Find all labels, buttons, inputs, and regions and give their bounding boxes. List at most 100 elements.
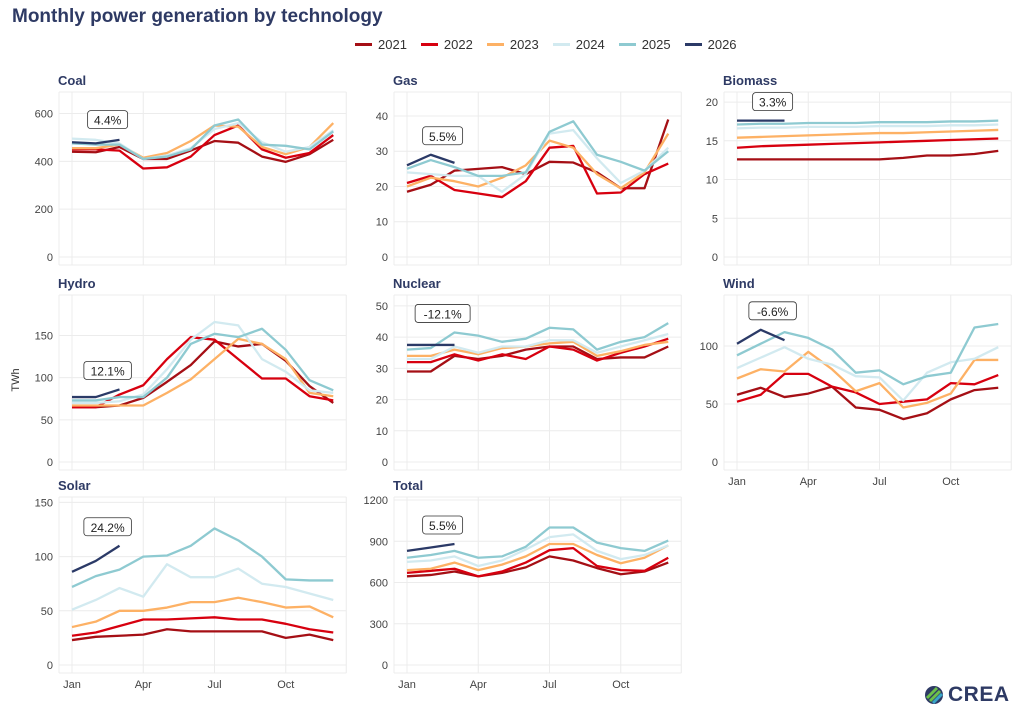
legend-item-2025: 2025: [618, 37, 671, 52]
series-line-2025: [72, 327, 334, 402]
legend-label: 2021: [378, 37, 407, 52]
panel-title: Total: [393, 478, 423, 493]
series-line-2026: [71, 544, 121, 573]
annotation-label: 24.2%: [91, 521, 125, 535]
legend-label: 2023: [509, 37, 539, 52]
y-tick-label: 600: [370, 578, 388, 590]
panel-wind: 0 50 100 Jan Apr Jul Oct Wind-6.6%: [700, 276, 1012, 488]
series-line-2026: [406, 542, 455, 553]
series-line-2021: [406, 555, 669, 578]
series-line-2025: [736, 322, 999, 386]
annotation-box: [422, 515, 464, 535]
legend-swatch: [355, 43, 372, 46]
annotation-box: [83, 361, 132, 380]
x-tick-label: Oct: [612, 679, 629, 691]
series-line-2025: [71, 527, 334, 589]
y-tick-label: 40: [376, 111, 388, 123]
series-line-2024: [71, 563, 334, 611]
y-tick-label: 0: [382, 252, 388, 264]
annotation-box: [87, 110, 129, 130]
x-tick-label: Apr: [135, 679, 152, 691]
y-tick-label: 200: [35, 204, 53, 216]
y-tick-label: 0: [47, 457, 53, 469]
y-tick-label: 150: [35, 497, 53, 509]
x-tick-label: Oct: [942, 476, 959, 488]
y-tick-label: 20: [706, 97, 718, 109]
series-line-2025: [406, 120, 669, 178]
series-line-2023: [71, 596, 334, 629]
legend-label: 2026: [707, 37, 737, 52]
series-line-2025: [71, 118, 334, 161]
series-line-2025: [736, 119, 999, 126]
series-line-2024: [406, 533, 669, 568]
x-tick-label: Oct: [277, 679, 294, 691]
legend: 2021 2022 2023 2024 2025 2026: [355, 37, 737, 52]
y-tick-label: 10: [376, 426, 388, 438]
series-line-2022: [71, 616, 334, 637]
annotation-label: -6.6%: [757, 305, 789, 319]
legend-swatch: [420, 43, 438, 46]
legend-item-2026: 2026: [684, 37, 737, 52]
x-tick-label: Apr: [800, 476, 817, 488]
y-tick-label: 50: [376, 301, 388, 313]
y-tick-label: 100: [35, 373, 53, 385]
series-line-2024: [407, 332, 669, 361]
legend-label: 2022: [443, 37, 473, 52]
legend-swatch: [618, 43, 636, 46]
series-line-2022: [407, 337, 669, 364]
panel-title: Coal: [58, 73, 86, 88]
y-tick-label: 0: [712, 252, 718, 264]
y-tick-label: 10: [706, 175, 718, 187]
x-tick-label: Jan: [728, 476, 746, 488]
y-tick-label: 30: [376, 363, 388, 375]
series-line-2021: [71, 628, 334, 642]
legend-item-2021: 2021: [355, 37, 407, 52]
panel-total: 0 300 600 900 1200 Jan Apr Jul Oct Total 5.5%: [364, 478, 682, 691]
y-tick-label: 600: [35, 109, 53, 121]
y-tick-label: 0: [47, 252, 53, 264]
legend-swatch: [684, 43, 702, 46]
series-line-2025: [406, 526, 669, 559]
legend-label: 2024: [575, 37, 605, 52]
y-tick-label: 50: [706, 399, 718, 411]
annotation-label: 4.4%: [94, 114, 122, 128]
y-tick-label: 20: [376, 181, 388, 193]
y-tick-label: 0: [712, 457, 718, 469]
y-tick-label: 15: [706, 136, 718, 148]
series-line-2024: [736, 123, 999, 130]
panel-coal: 0 200 400 600 Coal 4.4%: [35, 73, 347, 266]
series-line-2023: [736, 350, 999, 409]
crea-logo: CREA: [924, 683, 1010, 707]
series-line-2026: [406, 153, 455, 167]
legend-item-2022: 2022: [420, 37, 473, 52]
y-tick-label: 100: [35, 552, 53, 564]
y-tick-label: 50: [41, 606, 53, 618]
y-axis-label: TWh: [10, 368, 22, 391]
y-tick-label: 20: [376, 395, 388, 407]
panel-title: Solar: [58, 478, 91, 493]
annotation-box: [752, 92, 794, 112]
x-tick-label: Jan: [398, 679, 416, 691]
panel-title: Gas: [393, 73, 418, 88]
series-line-2026: [736, 328, 785, 345]
series-line-2023: [72, 337, 334, 407]
panel-hydro: 0 50 100 150 Hydro 12.1%: [35, 276, 347, 471]
panel-solar: 0 50 100 150 Jan Apr Jul Oct Solar 24.2%: [35, 478, 347, 691]
x-tick-label: Jul: [872, 476, 886, 488]
panel-title: Wind: [723, 276, 755, 291]
y-tick-label: 100: [700, 341, 718, 353]
panel-title: Nuclear: [393, 276, 441, 291]
series-line-2023: [736, 128, 999, 139]
x-tick-label: Apr: [470, 679, 487, 691]
series-line-2023: [406, 542, 669, 572]
y-tick-label: 300: [370, 619, 388, 631]
y-tick-label: 50: [41, 415, 53, 427]
x-tick-label: Jul: [207, 679, 221, 691]
panel-biomass: 0 5 10 15 20 Biomass 3.3%: [706, 73, 1012, 266]
annotation-label: 5.5%: [429, 130, 457, 144]
series-line-2026: [72, 388, 120, 399]
panel-nuclear: 0 10 20 30 40 50 Nuclear -12.1%: [376, 276, 682, 471]
series-line-2024: [72, 320, 334, 405]
y-tick-label: 0: [382, 457, 388, 469]
